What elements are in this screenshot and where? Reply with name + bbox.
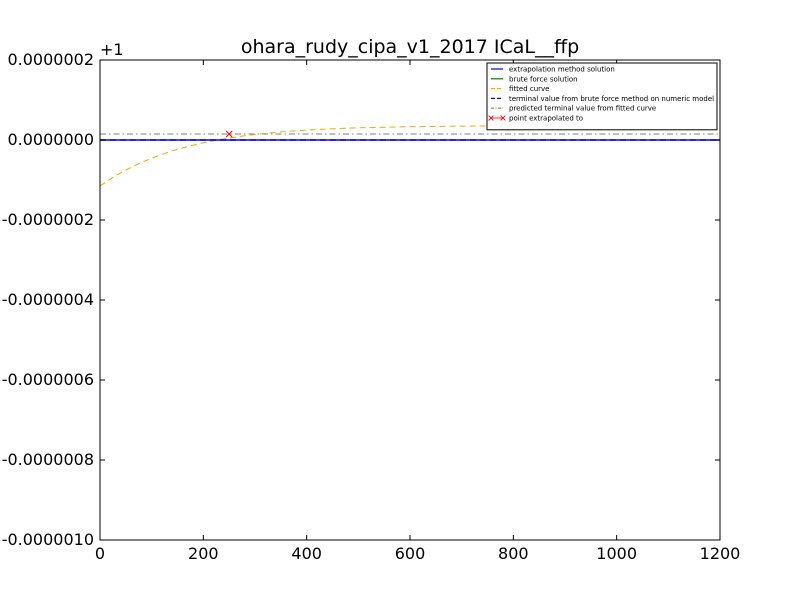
series-5-marker — [225, 130, 233, 138]
legend-label: predicted terminal value from fitted cur… — [509, 105, 656, 113]
y-tick-label: -0.0000002 — [2, 210, 94, 229]
x-tick-label: 0 — [95, 544, 105, 563]
x-tick-label: 1000 — [596, 544, 637, 563]
chart-title: ohara_rudy_cipa_v1_2017 ICaL__ffp — [241, 36, 579, 58]
legend-marker-0-b — [488, 115, 494, 121]
y-tick-label: -0.0000004 — [2, 290, 94, 309]
x-tick-label: 800 — [498, 544, 529, 563]
legend-marker-1-b — [500, 115, 506, 121]
x-tick-label: 400 — [291, 544, 322, 563]
legend-entry: fitted curve — [491, 85, 550, 93]
x-tick-label: 600 — [395, 544, 426, 563]
y-tick-label: -0.0000006 — [2, 370, 94, 389]
legend-entry: extrapolation method solution — [491, 66, 615, 74]
legend-entry: terminal value from brute force method o… — [491, 95, 714, 103]
y-tick-label: 0.0000002 — [7, 50, 94, 69]
legend-box — [486, 62, 718, 131]
y-tick-label: -0.0000008 — [2, 450, 94, 469]
y-tick-label: -0.0000010 — [2, 530, 94, 549]
legend-label: point extrapolated to — [509, 115, 583, 123]
x-tick-label: 1200 — [700, 544, 741, 563]
legend-label: fitted curve — [509, 85, 550, 93]
legend-label: brute force solution — [509, 75, 578, 83]
y-tick-label: 0.0000000 — [7, 130, 94, 149]
series-5-marker-stroke-b — [225, 130, 233, 138]
x-tick-label: 200 — [188, 544, 219, 563]
legend-label: extrapolation method solution — [509, 66, 615, 74]
legend-entry: brute force solution — [491, 75, 578, 83]
legend-entry: point extrapolated to — [488, 115, 583, 123]
y-axis-offset-label: +1 — [100, 40, 124, 59]
legend-label: terminal value from brute force method o… — [509, 95, 714, 103]
legend-entry: predicted terminal value from fitted cur… — [491, 105, 656, 113]
axes-layer: 0 200 400 600 800 1000 1200 0.0000002 0.0000000 -… — [2, 50, 741, 563]
